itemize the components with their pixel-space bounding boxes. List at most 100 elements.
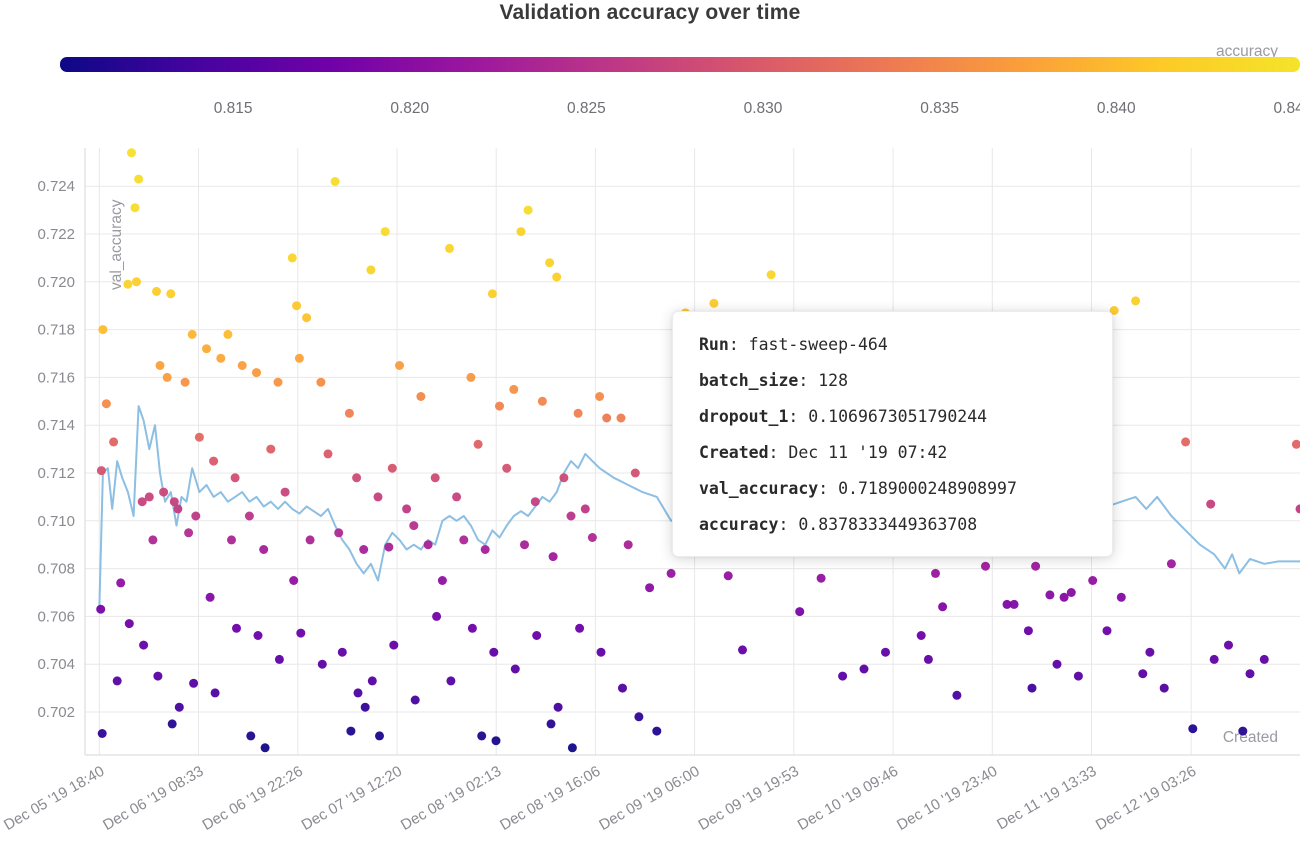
scatter-point[interactable] (623, 540, 633, 550)
scatter-point[interactable] (467, 623, 477, 633)
scatter-point[interactable] (159, 487, 169, 497)
scatter-point[interactable] (387, 463, 397, 473)
scatter-point[interactable] (575, 623, 585, 633)
scatter-point[interactable] (446, 676, 456, 686)
scatter-point[interactable] (709, 298, 719, 308)
scatter-point[interactable] (402, 504, 412, 514)
scatter-point[interactable] (194, 432, 204, 442)
scatter-point[interactable] (580, 504, 590, 514)
scatter-point[interactable] (546, 719, 556, 729)
scatter-point[interactable] (437, 576, 447, 585)
scatter-point[interactable] (466, 372, 476, 382)
scatter-point[interactable] (595, 392, 605, 401)
scatter-point[interactable] (510, 664, 520, 674)
scatter-point[interactable] (1002, 599, 1012, 609)
scatter-point[interactable] (1206, 499, 1216, 509)
scatter-point[interactable] (317, 659, 327, 669)
scatter-point[interactable] (296, 628, 306, 638)
scatter-point[interactable] (537, 396, 547, 406)
scatter-point[interactable] (938, 602, 948, 612)
scatter-point[interactable] (389, 640, 399, 650)
scatter-point[interactable] (334, 528, 344, 538)
scatter-point[interactable] (116, 578, 126, 588)
scatter-point[interactable] (445, 243, 454, 253)
scatter-point[interactable] (452, 492, 462, 502)
scatter-point[interactable] (96, 604, 106, 614)
scatter-point[interactable] (155, 361, 165, 370)
scatter-point[interactable] (487, 289, 497, 299)
scatter-point[interactable] (548, 552, 558, 562)
scatter-point[interactable] (666, 568, 676, 578)
scatter-point[interactable] (210, 688, 220, 698)
scatter-point[interactable] (459, 535, 469, 545)
scatter-point[interactable] (359, 545, 369, 554)
scatter-point[interactable] (148, 535, 158, 545)
scatter-point[interactable] (516, 227, 526, 237)
scatter-point[interactable] (567, 743, 577, 753)
scatter-point[interactable] (1066, 588, 1076, 597)
scatter-point[interactable] (409, 521, 419, 531)
scatter-point[interactable] (616, 413, 626, 423)
scatter-point[interactable] (553, 702, 563, 712)
scatter-point[interactable] (1224, 640, 1233, 650)
scatter-point[interactable] (916, 631, 926, 640)
scatter-point[interactable] (274, 654, 284, 664)
scatter-point[interactable] (532, 631, 542, 640)
scatter-point[interactable] (227, 535, 236, 545)
scatter-point[interactable] (489, 647, 499, 657)
scatter-point[interactable] (587, 533, 597, 542)
scatter-point[interactable] (344, 408, 354, 418)
scatter-point[interactable] (509, 384, 519, 394)
scatter-point[interactable] (1238, 726, 1248, 736)
scatter-point[interactable] (230, 473, 240, 483)
scatter-point[interactable] (375, 731, 384, 741)
scatter-point[interactable] (395, 361, 404, 370)
scatter-point[interactable] (981, 561, 990, 571)
scatter-point[interactable] (205, 592, 215, 602)
scatter-point[interactable] (1188, 724, 1198, 734)
colorbar-gradient[interactable] (60, 57, 1300, 72)
scatter-point[interactable] (1009, 599, 1019, 609)
scatter-point[interactable] (1145, 647, 1155, 657)
scatter-point[interactable] (98, 325, 108, 335)
scatter-point[interactable] (931, 568, 940, 578)
scatter-point[interactable] (596, 647, 606, 657)
scatter-point[interactable] (816, 573, 826, 583)
scatter-point[interactable] (97, 729, 107, 738)
scatter-point[interactable] (384, 542, 394, 552)
scatter-point[interactable] (253, 631, 263, 640)
scatter-point[interactable] (153, 671, 163, 681)
scatter-point[interactable] (109, 437, 119, 447)
scatter-point[interactable] (1073, 671, 1083, 681)
scatter-point[interactable] (132, 277, 141, 287)
scatter-point[interactable] (305, 535, 315, 545)
scatter-point[interactable] (337, 647, 347, 657)
scatter-point[interactable] (184, 528, 194, 538)
scatter-point[interactable] (209, 456, 219, 466)
scatter-point[interactable] (101, 399, 111, 409)
scatter-point[interactable] (618, 683, 627, 693)
scatter-point[interactable] (1138, 669, 1148, 679)
scatter-point[interactable] (223, 329, 233, 339)
scatter-point[interactable] (130, 203, 140, 213)
scatter-point[interactable] (480, 545, 490, 554)
scatter-point[interactable] (330, 177, 340, 186)
scatter-point[interactable] (127, 148, 136, 158)
scatter-point[interactable] (766, 270, 776, 280)
scatter-point[interactable] (352, 473, 362, 483)
scatter-point[interactable] (292, 301, 302, 311)
scatter-point[interactable] (244, 511, 254, 521)
scatter-point[interactable] (266, 444, 276, 454)
scatter-point[interactable] (838, 671, 848, 681)
scatter-point[interactable] (152, 286, 161, 296)
scatter-point[interactable] (252, 368, 261, 378)
scatter-point[interactable] (1291, 439, 1300, 449)
scatter-point[interactable] (112, 676, 122, 686)
scatter-point[interactable] (232, 623, 241, 633)
scatter-point[interactable] (573, 408, 583, 418)
scatter-point[interactable] (545, 258, 555, 268)
scatter-points[interactable] (96, 148, 1300, 753)
scatter-point[interactable] (124, 619, 134, 629)
scatter-point[interactable] (191, 511, 201, 521)
scatter-point[interactable] (380, 227, 390, 237)
